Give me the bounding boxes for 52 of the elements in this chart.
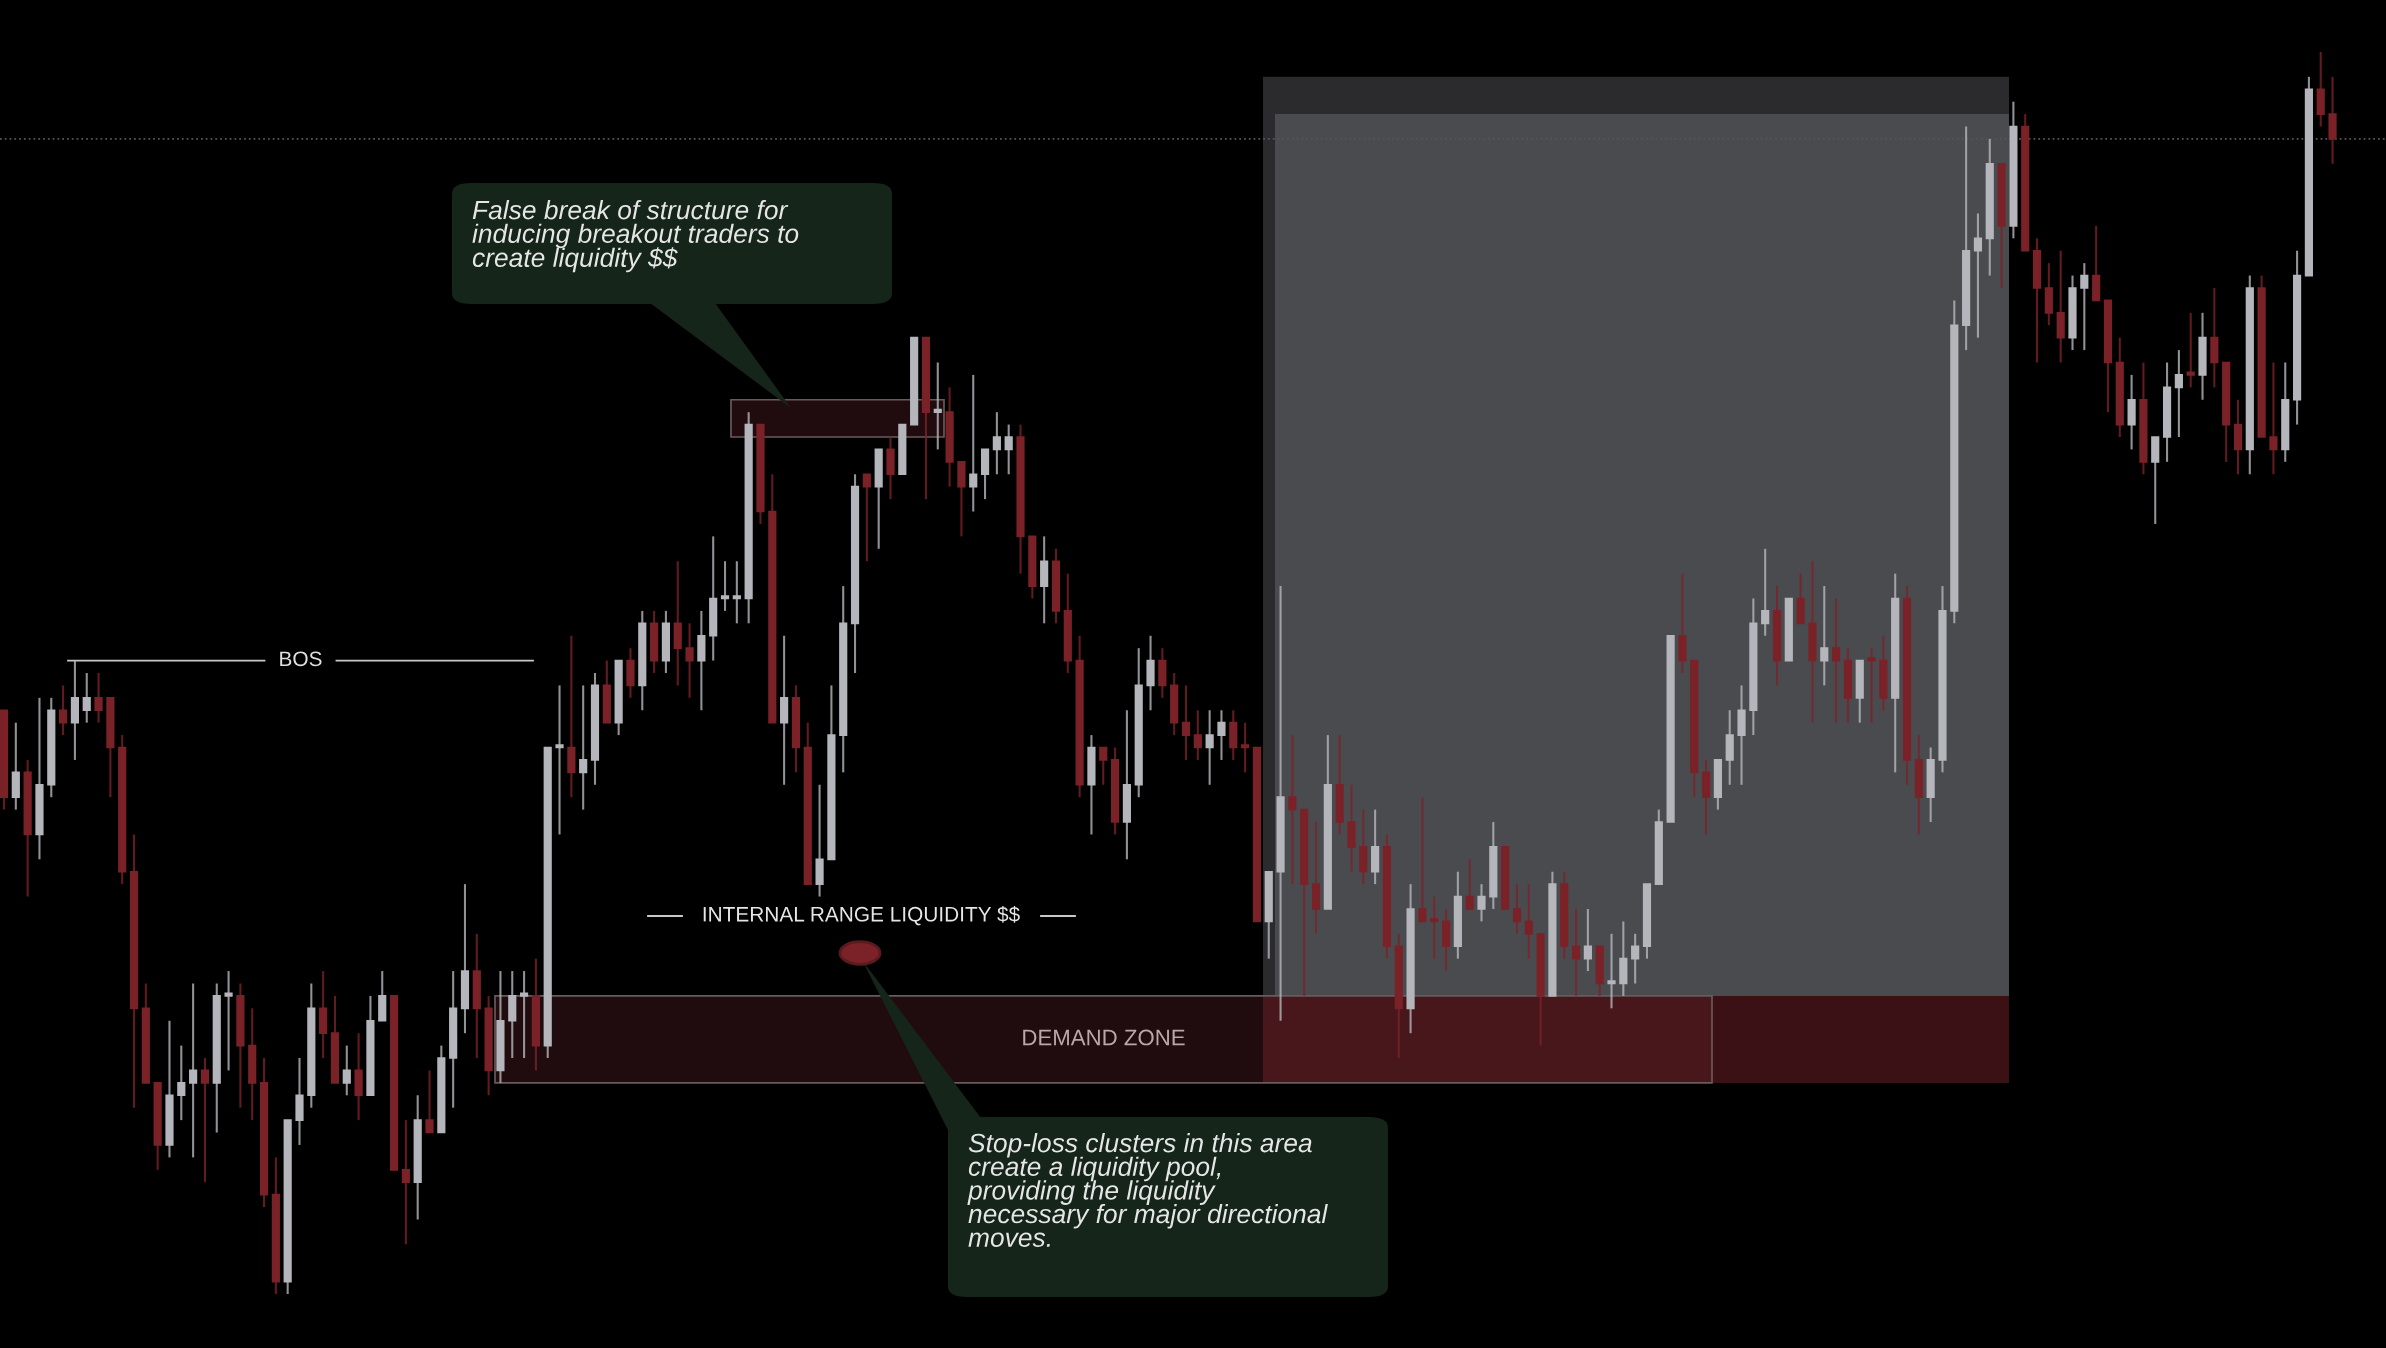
candlestick <box>732 560 741 625</box>
candlestick <box>94 671 103 724</box>
band-label: DEMAND ZONE <box>1023 1029 1185 1046</box>
candlestick <box>1241 721 1250 774</box>
candlestick <box>969 373 978 513</box>
candlestick <box>1524 883 1533 960</box>
annotation: INTERNAL RANGE LIQUIDITY $$ <box>703 905 1020 926</box>
candlestick <box>933 361 942 451</box>
candlestick <box>1181 684 1191 761</box>
candlestick <box>1571 907 1581 997</box>
candlestick <box>1217 709 1226 761</box>
candlestick <box>1973 212 1983 339</box>
candlestick <box>1607 932 1616 1010</box>
candlestick <box>862 473 871 563</box>
candlestick <box>177 1044 186 1122</box>
ref-line-label: BOS <box>280 651 322 667</box>
candlestick <box>401 1119 410 1246</box>
candlestick <box>425 1069 434 1134</box>
candlestick <box>992 411 1001 476</box>
candlestick <box>1583 907 1592 973</box>
candlestick <box>200 1056 210 1184</box>
candlestick <box>2080 262 2089 352</box>
annotation: False break of structure for inducing breakout traders to create liquidity $$ <box>472 200 799 273</box>
candlestick <box>1820 585 1829 687</box>
candlestick <box>1430 895 1439 960</box>
candlestick <box>519 970 529 1060</box>
candlestick <box>1099 746 1108 786</box>
candlestick <box>1477 883 1486 923</box>
candlestick <box>1205 709 1214 786</box>
candlestick <box>1512 883 1522 935</box>
candlestick <box>189 982 198 1159</box>
candlestick <box>1832 597 1841 724</box>
candlestick <box>342 1044 351 1097</box>
candlestick <box>2174 349 2183 439</box>
candlestick <box>579 684 588 811</box>
candlestick <box>720 560 730 612</box>
candlestick <box>59 684 68 737</box>
annotation: Stop-loss clusters in this area create a liquidity pool, providing the liquidity necessary for major directional moves. <box>967 1133 1328 1247</box>
candlestick <box>1004 423 1013 476</box>
candlestick <box>82 671 91 724</box>
candlestick <box>1761 547 1770 637</box>
candlestick <box>1288 734 1297 886</box>
candlestick <box>1867 647 1876 724</box>
candlestick <box>1631 932 1640 985</box>
candlestick <box>1418 796 1427 923</box>
candlestick <box>1465 858 1474 911</box>
candlestick <box>2186 311 2195 389</box>
candlestick <box>2269 361 2278 476</box>
candlestick <box>224 970 233 1072</box>
candlestick <box>555 684 564 836</box>
candlestick <box>1193 709 1202 761</box>
candlestick <box>685 622 694 699</box>
